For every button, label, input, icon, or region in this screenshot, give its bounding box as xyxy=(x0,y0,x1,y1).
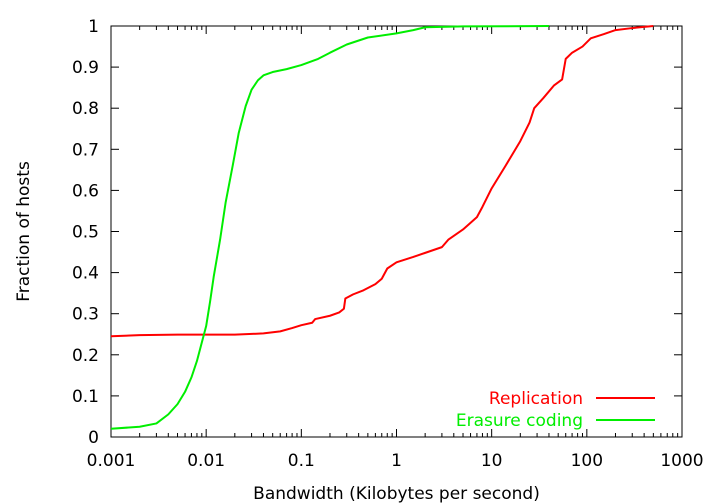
x-tick-label: 100 xyxy=(571,451,603,471)
x-axis-ticks: 0.001 0.01 0.1 1 10 100 1000 xyxy=(87,26,704,471)
y-tick-label: 0.7 xyxy=(72,140,99,160)
legend-label-erasure-coding: Erasure coding xyxy=(456,411,583,431)
plot-frame xyxy=(110,25,683,438)
y-tick-label: 0.4 xyxy=(72,264,99,284)
x-tick-label: 1 xyxy=(391,451,402,471)
y-tick-label: 0.3 xyxy=(72,305,99,325)
x-tick-label: 0.001 xyxy=(87,451,136,471)
y-axis-ticks: 0 0.1 0.2 0.3 0.4 0.5 0.6 0.7 0.8 0.9 1 xyxy=(72,17,682,448)
y-tick-label: 0.2 xyxy=(72,346,99,366)
x-tick-label: 0.01 xyxy=(187,451,225,471)
y-axis-label: Fraction of hosts xyxy=(14,161,34,302)
x-tick-label: 0.1 xyxy=(288,451,315,471)
legend-label-replication: Replication xyxy=(489,389,583,409)
x-axis-label: Bandwidth (Kilobytes per second) xyxy=(253,484,540,504)
y-tick-label: 0.5 xyxy=(72,223,99,243)
x-tick-label: 10 xyxy=(481,451,503,471)
y-tick-label: 1 xyxy=(88,17,99,37)
series-line-replication xyxy=(110,25,654,338)
y-tick-label: 0.6 xyxy=(72,181,99,201)
y-tick-label: 0 xyxy=(88,428,99,448)
series-layer xyxy=(110,25,654,430)
y-tick-label: 0.1 xyxy=(72,387,99,407)
x-tick-label: 1000 xyxy=(660,451,703,471)
y-tick-label: 0.9 xyxy=(72,58,99,78)
legend: Replication Erasure coding xyxy=(456,389,655,431)
y-tick-label: 0.8 xyxy=(72,99,99,119)
series-line-erasure-coding xyxy=(110,25,549,430)
